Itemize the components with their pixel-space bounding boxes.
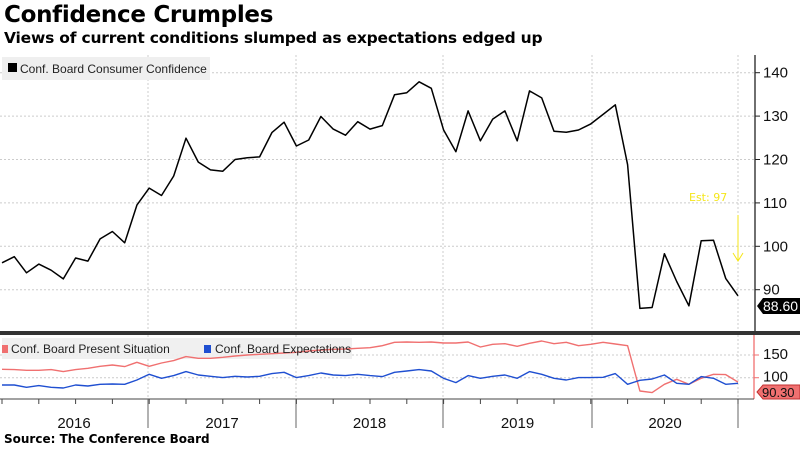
legend-label-consumer-confidence: Conf. Board Consumer Confidence bbox=[20, 62, 207, 76]
legend-swatch-present-situation bbox=[2, 345, 8, 353]
top-y-tick-label: 130 bbox=[763, 108, 788, 125]
last-value-tag-present-situation bbox=[756, 384, 800, 400]
estimate-arrow-head-icon bbox=[732, 252, 744, 262]
bottom-y-tick-label: 100 bbox=[763, 369, 788, 386]
series-line-consumer-confidence bbox=[1, 81, 739, 310]
last-value-tag-consumer-confidence bbox=[757, 298, 800, 314]
chart-title: Confidence Crumples bbox=[4, 2, 274, 28]
x-year-label: 2017 bbox=[205, 415, 238, 432]
estimate-annotation: Est: 97 bbox=[689, 191, 727, 204]
x-year-label: 2016 bbox=[57, 415, 90, 432]
series-line-expectations bbox=[2, 368, 739, 389]
x-year-label: 2018 bbox=[353, 415, 386, 432]
top-y-tick-label: 120 bbox=[763, 152, 788, 169]
legend-swatch-expectations bbox=[204, 345, 211, 353]
top-panel-grid bbox=[0, 55, 755, 331]
source-note: Source: The Conference Board bbox=[4, 432, 210, 446]
chart-subtitle: Views of current conditions slumped as e… bbox=[4, 29, 543, 47]
top-y-tick-label: 100 bbox=[763, 238, 788, 255]
last-value-consumer-confidence: 88.60 bbox=[763, 298, 798, 314]
top-legend-box bbox=[2, 57, 210, 80]
top-y-tick-label: 90 bbox=[763, 282, 780, 299]
series-line-present-situation bbox=[1, 340, 739, 394]
bottom-y-tick-label: 150 bbox=[763, 346, 788, 363]
top-y-tick-label: 110 bbox=[763, 195, 787, 212]
top-y-tick-label: 140 bbox=[763, 65, 788, 82]
legend-label-present-situation: Conf. Board Present Situation bbox=[11, 342, 170, 356]
legend-label-expectations: Conf. Board Expectations bbox=[215, 342, 351, 356]
panel-separator bbox=[0, 331, 800, 335]
x-year-label: 2019 bbox=[501, 415, 534, 432]
legend-swatch-consumer-confidence bbox=[8, 63, 17, 72]
last-value-present-situation: 90.30 bbox=[762, 385, 795, 400]
x-year-label: 2020 bbox=[648, 415, 681, 432]
